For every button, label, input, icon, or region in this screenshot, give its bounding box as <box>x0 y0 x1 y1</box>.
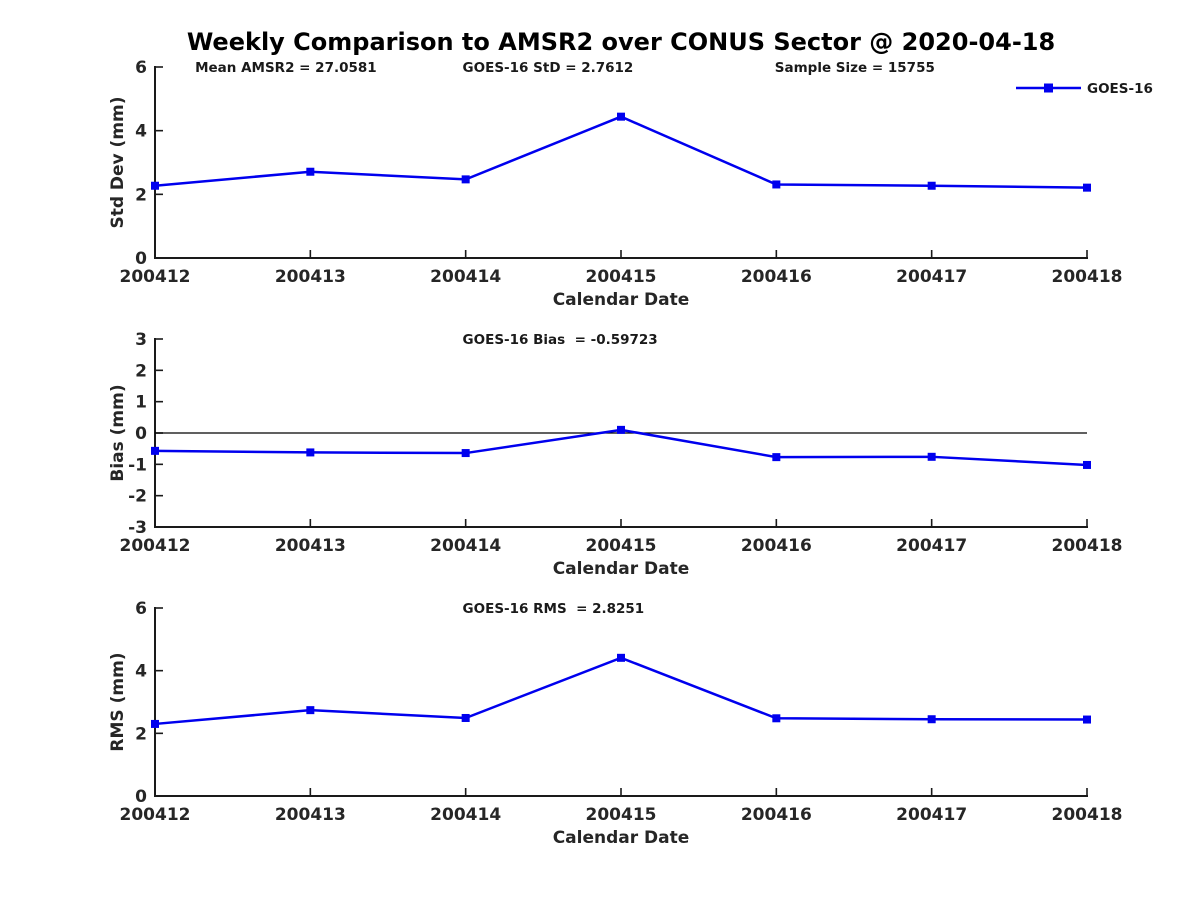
data-point-marker <box>617 425 625 434</box>
x-tick-label: 200414 <box>430 805 501 825</box>
data-point-marker <box>772 180 781 189</box>
x-tick-label: 200417 <box>896 536 967 556</box>
x-tick-label: 200413 <box>275 536 346 556</box>
legend-label: GOES-16 <box>1087 81 1153 97</box>
y-tick-label: -3 <box>128 518 147 538</box>
y-tick-label: 4 <box>135 122 147 142</box>
x-tick-label: 200415 <box>586 805 657 825</box>
data-line <box>154 428 1088 467</box>
data-point-marker <box>151 719 159 728</box>
subplot-rms: 0 2 4 6 200412 200413 200414 200415 200416 200417… <box>108 599 1122 848</box>
y-tick-label: 2 <box>135 361 147 381</box>
stat-annotation: GOES-16 StD = 2.7612 <box>463 60 634 76</box>
data-point-marker <box>772 453 781 462</box>
x-tick-label: 200413 <box>275 267 346 287</box>
y-tick-label: 0 <box>135 424 147 444</box>
data-point-marker <box>617 112 625 121</box>
x-tick-label: 200414 <box>430 267 501 287</box>
data-point-marker <box>461 175 470 184</box>
x-tick-label: 200418 <box>1052 267 1123 287</box>
x-tick-label: 200416 <box>741 536 812 556</box>
y-tick-label: 1 <box>135 393 147 413</box>
x-axis-label: Calendar Date <box>553 559 690 579</box>
y-tick-label: 2 <box>135 724 147 744</box>
x-tick-label: 200415 <box>586 536 657 556</box>
x-tick-label: 200412 <box>120 267 191 287</box>
data-point-marker <box>461 449 470 458</box>
stat-annotation: Mean AMSR2 = 27.0581 <box>195 60 377 76</box>
y-axis-label: RMS (mm) <box>108 652 128 751</box>
data-point-marker <box>306 448 315 457</box>
data-point-marker <box>772 714 781 723</box>
y-tick-label: 6 <box>135 58 147 78</box>
data-point-marker <box>461 713 470 722</box>
data-point-marker <box>151 446 159 455</box>
y-tick-label: 0 <box>135 787 147 807</box>
x-tick-label: 200412 <box>120 805 191 825</box>
y-tick-label: -2 <box>128 487 147 507</box>
x-tick-label: 200413 <box>275 805 346 825</box>
x-tick-label: 200417 <box>896 267 967 287</box>
data-point-marker <box>1083 715 1091 724</box>
y-tick-label: -1 <box>128 455 147 475</box>
data-point-marker <box>306 706 315 715</box>
y-tick-label: 3 <box>135 330 147 350</box>
x-tick-label: 200418 <box>1052 805 1123 825</box>
y-axis-label: Bias (mm) <box>108 384 128 481</box>
x-tick-label: 200414 <box>430 536 501 556</box>
data-point-marker <box>306 167 315 176</box>
x-tick-label: 200415 <box>586 267 657 287</box>
data-point-marker <box>927 715 936 724</box>
x-tick-label: 200417 <box>896 805 967 825</box>
legend-marker <box>1044 83 1053 93</box>
data-point-marker <box>927 181 936 190</box>
y-tick-label: 6 <box>135 599 147 619</box>
x-tick-label: 200412 <box>120 536 191 556</box>
x-axis-label: Calendar Date <box>553 828 690 848</box>
legend: GOES-16 <box>1016 81 1153 97</box>
stat-annotation: Sample Size = 15755 <box>775 60 935 76</box>
x-tick-label: 200416 <box>741 267 812 287</box>
stat-annotation: GOES-16 RMS = 2.8251 <box>463 601 645 617</box>
subplot-bias: -3 -2 -1 0 1 2 3 200412 200413 200414 200415 200416… <box>108 330 1122 579</box>
y-tick-label: 0 <box>135 249 147 269</box>
x-tick-label: 200416 <box>741 805 812 825</box>
data-point-marker <box>1083 183 1091 192</box>
data-point-marker <box>617 653 625 662</box>
y-axis-label: Std Dev (mm) <box>108 96 128 228</box>
x-tick-label: 200418 <box>1052 536 1123 556</box>
y-tick-label: 4 <box>135 662 147 682</box>
stat-annotation: GOES-16 Bias = -0.59723 <box>463 332 658 348</box>
data-point-marker <box>1083 460 1091 469</box>
data-point-marker <box>927 452 936 461</box>
data-point-marker <box>151 181 159 190</box>
x-axis-label: Calendar Date <box>553 290 690 310</box>
data-line <box>154 656 1088 726</box>
subplot-std-dev: 0 2 4 6 200412 200413 200414 200415 200416 200417… <box>108 58 1153 310</box>
y-tick-label: 2 <box>135 185 147 205</box>
data-line <box>154 115 1088 189</box>
figure-title: Weekly Comparison to AMSR2 over CONUS Se… <box>186 28 1056 56</box>
